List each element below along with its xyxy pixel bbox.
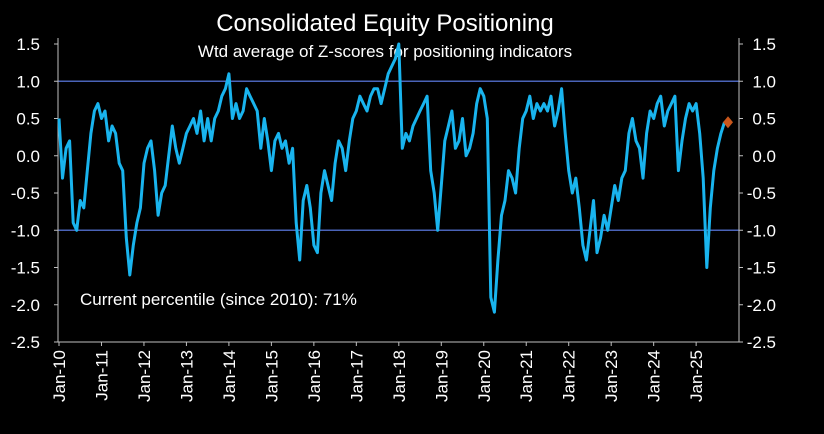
x-tick-label: Jan-12	[135, 350, 154, 402]
x-tick-label: Jan-13	[177, 350, 196, 402]
y-tick-label: 0.5	[752, 110, 776, 129]
x-tick-label: Jan-22	[560, 350, 579, 402]
y-tick-label: -1.0	[11, 221, 40, 240]
y-tick-label: 0.5	[16, 110, 40, 129]
chart-subtitle: Wtd average of Z-scores for positioning …	[198, 42, 572, 61]
y-tick-label: -0.5	[747, 184, 776, 203]
y-tick-label: 1.0	[752, 72, 776, 91]
x-tick-label: Jan-18	[390, 350, 409, 402]
y-tick-label: 1.5	[16, 35, 40, 54]
series-group	[57, 42, 733, 314]
y-tick-label: -1.0	[747, 221, 776, 240]
series-line	[57, 42, 726, 314]
current-value-marker	[723, 116, 733, 129]
y-tick-label: -1.5	[747, 259, 776, 278]
y-tick-label: -2.5	[747, 333, 776, 352]
y-tick-label: -2.5	[11, 333, 40, 352]
reference-lines	[58, 80, 739, 232]
x-tick-label: Jan-20	[475, 350, 494, 402]
y-tick-label: -2.0	[11, 296, 40, 315]
x-tick-label: Jan-10	[50, 350, 69, 402]
x-tick-label: Jan-21	[517, 350, 536, 402]
y-tick-label: 1.0	[16, 72, 40, 91]
y-tick-label: -2.0	[747, 296, 776, 315]
x-tick-label: Jan-15	[262, 350, 281, 402]
x-tick-label: Jan-23	[602, 350, 621, 402]
y-tick-label: 1.5	[752, 35, 776, 54]
percentile-annotation: Current percentile (since 2010): 71%	[80, 290, 357, 309]
x-tick-label: Jan-17	[347, 350, 366, 402]
x-tick-label: Jan-24	[645, 350, 664, 402]
y-tick-label: -1.5	[11, 259, 40, 278]
x-axis-ticks: Jan-10 Jan-11 Jan-12 Jan-13 Jan-14 Jan-15 Jan-…	[50, 342, 706, 402]
x-tick-label: Jan-25	[687, 350, 706, 402]
x-tick-label: Jan-16	[305, 350, 324, 402]
y-tick-label: 0.0	[752, 147, 776, 166]
chart-title: Consolidated Equity Positioning	[216, 10, 554, 37]
y-axis-right-ticks: 1.5 1.0 0.5 0.0 -0.5 -1.0 -1.5 -2.0 -2.5	[739, 35, 776, 352]
x-tick-label: Jan-19	[432, 350, 451, 402]
y-axis-left-ticks: 1.5 1.0 0.5 0.0 -0.5 -1.0 -1.5 -2.0 -2.5	[11, 35, 58, 352]
y-tick-label: -0.5	[11, 184, 40, 203]
x-tick-label: Jan-14	[220, 350, 239, 402]
y-tick-label: 0.0	[16, 147, 40, 166]
x-tick-label: Jan-11	[92, 350, 111, 401]
